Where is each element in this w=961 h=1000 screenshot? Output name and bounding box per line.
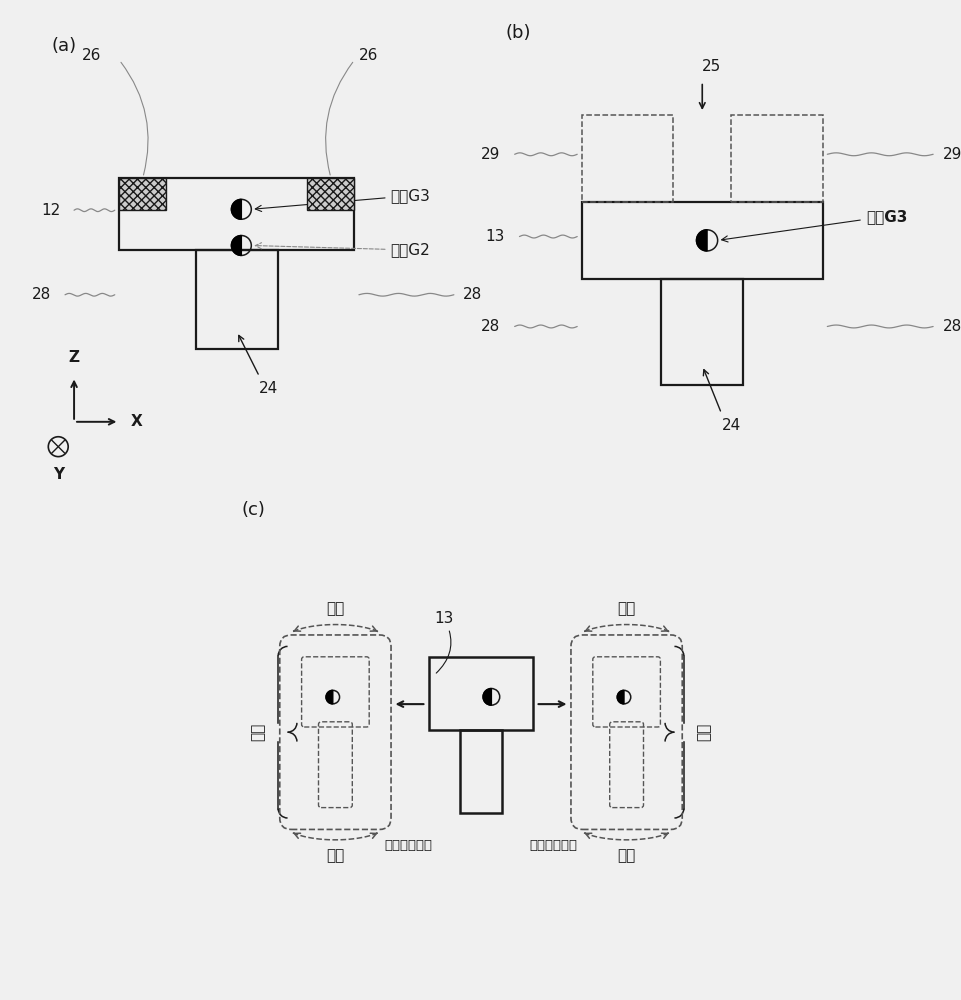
Text: 13: 13: [433, 611, 453, 673]
Text: 抵消: 抵消: [250, 723, 265, 741]
Text: 抵消: 抵消: [696, 723, 711, 741]
Text: (a): (a): [52, 37, 77, 55]
Text: 重心G3: 重心G3: [721, 209, 906, 242]
Text: 29: 29: [480, 147, 500, 162]
Text: 振动位移方向: 振动位移方向: [383, 839, 431, 852]
Polygon shape: [696, 230, 706, 251]
Text: 26: 26: [358, 48, 378, 63]
Text: 28: 28: [480, 319, 500, 334]
Text: 28: 28: [942, 319, 961, 334]
Bar: [196, 250, 277, 349]
Text: 24: 24: [259, 381, 278, 396]
Text: (b): (b): [505, 24, 530, 42]
Text: (c): (c): [241, 501, 265, 519]
Bar: [459, 730, 502, 813]
Bar: [660, 279, 742, 385]
Text: 29: 29: [942, 147, 961, 162]
Text: X: X: [131, 414, 142, 429]
Text: 弯矩: 弯矩: [617, 848, 635, 863]
Text: 26: 26: [82, 48, 101, 63]
Bar: [730, 115, 822, 202]
Text: 25: 25: [702, 59, 721, 74]
Text: 13: 13: [485, 229, 505, 244]
Text: 28: 28: [32, 287, 52, 302]
Text: 弯矩: 弯矩: [617, 601, 635, 616]
Polygon shape: [232, 236, 241, 255]
Text: 振动位移方向: 振动位移方向: [530, 839, 578, 852]
Text: 12: 12: [41, 203, 61, 218]
Bar: [429, 657, 532, 730]
Bar: [581, 202, 822, 279]
Polygon shape: [617, 690, 624, 704]
Polygon shape: [482, 689, 491, 705]
Text: 28: 28: [462, 287, 481, 302]
Text: 24: 24: [721, 418, 740, 433]
Polygon shape: [232, 199, 241, 219]
Text: 弯矩: 弯矩: [326, 601, 344, 616]
Bar: [308, 178, 354, 210]
Text: 弯矩: 弯矩: [326, 848, 344, 863]
Text: Z: Z: [68, 350, 80, 365]
Text: 重心G2: 重心G2: [255, 242, 430, 257]
Text: 重心G3: 重心G3: [255, 188, 430, 211]
Bar: [581, 115, 673, 202]
Bar: [119, 178, 166, 210]
Bar: [119, 178, 354, 250]
Text: Y: Y: [53, 467, 63, 482]
Polygon shape: [326, 690, 333, 704]
